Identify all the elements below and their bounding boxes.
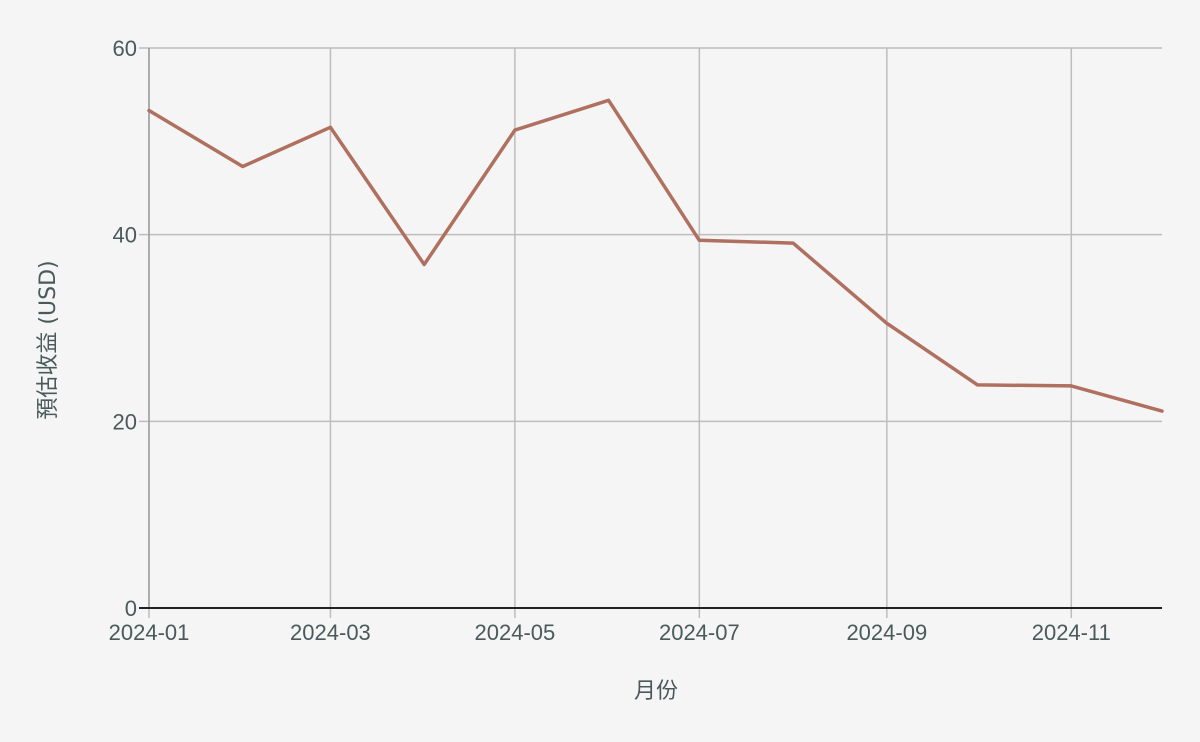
tick-labels: 0 20 40 60 2024-01 2024-03 2024-05 2024-07 2024-… xyxy=(109,36,1111,645)
y-tick-label: 0 xyxy=(125,596,137,621)
x-tick-label: 2024-11 xyxy=(1032,620,1111,645)
axes xyxy=(139,48,1162,609)
y-tick-label: 20 xyxy=(113,409,137,434)
y-tick-label: 60 xyxy=(113,36,137,61)
x-tick-label: 2024-07 xyxy=(659,620,740,645)
y-tick-label: 40 xyxy=(113,223,137,248)
series-layer xyxy=(147,98,1164,413)
x-tick-label: 2024-05 xyxy=(475,620,556,645)
x-tick-label: 2024-03 xyxy=(290,620,371,645)
x-tick-label: 2024-01 xyxy=(109,620,190,645)
x-axis-title: 月份 xyxy=(634,679,678,704)
y-axis-title: 預估收益 (USD) xyxy=(36,260,61,419)
series-line-0 xyxy=(147,98,1164,413)
grid xyxy=(139,47,1162,618)
x-tick-label: 2024-09 xyxy=(846,620,927,645)
